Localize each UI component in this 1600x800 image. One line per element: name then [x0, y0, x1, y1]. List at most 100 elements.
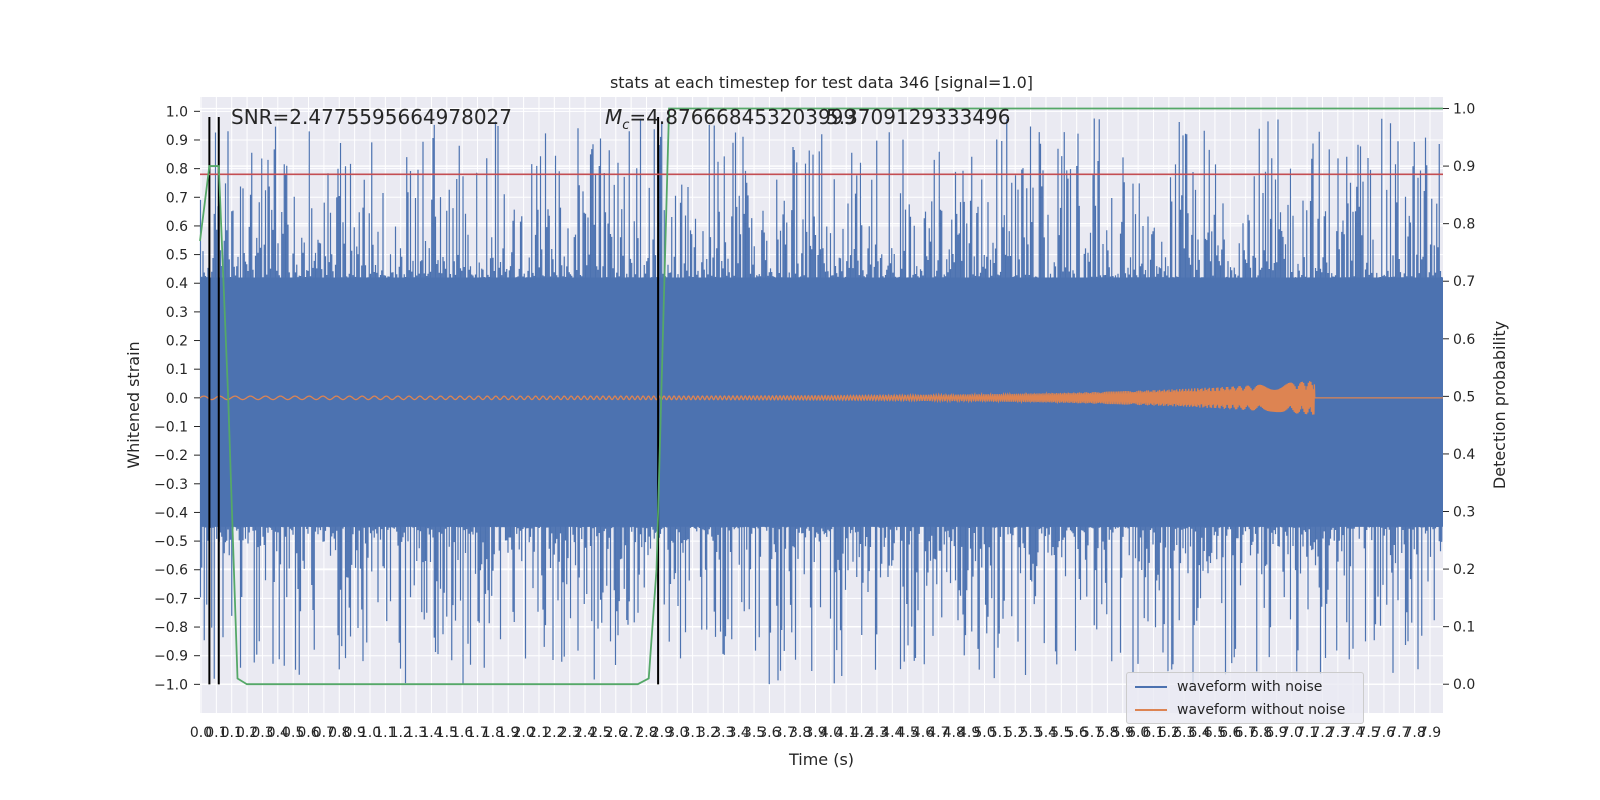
x-tick-label: 5.0 — [973, 725, 995, 741]
x-tick-label: 7.0 — [1281, 725, 1303, 741]
x-tick-label: 1.5 — [436, 725, 458, 741]
x-tick-label: 0.0 — [190, 725, 212, 741]
y-tick-label: −0.7 — [154, 591, 188, 607]
x-tick-label: 2.7 — [620, 725, 642, 741]
x-tick-label: 2.3 — [559, 725, 581, 741]
y-tick-label: 0.0 — [166, 391, 188, 407]
x-tick-label: 3.2 — [697, 725, 719, 741]
y2-tick-label: 1.0 — [1453, 102, 1475, 118]
x-tick-label: 6.3 — [1173, 725, 1195, 741]
x-tick-label: 3.8 — [789, 725, 811, 741]
y-tick-label: 1.0 — [166, 104, 188, 120]
x-tick-label: 5.8 — [1096, 725, 1118, 741]
y-tick-label: 0.5 — [166, 248, 188, 264]
x-tick-label: 2.0 — [512, 725, 534, 741]
x-tick-label: 0.9 — [343, 725, 365, 741]
x-tick-label: 6.5 — [1204, 725, 1226, 741]
x-tick-label: 7.2 — [1311, 725, 1333, 741]
x-tick-label: 7.6 — [1373, 725, 1395, 741]
x-tick-label: 7.4 — [1342, 725, 1364, 741]
y-tick-label: 0.4 — [166, 276, 188, 292]
legend-swatch-noisy — [1135, 686, 1167, 688]
x-tick-label: 5.4 — [1035, 725, 1057, 741]
x-tick-label: 7.5 — [1357, 725, 1379, 741]
x-tick-label: 1.4 — [420, 725, 442, 741]
snr-annotation: SNR=2.4775595664978027 — [231, 105, 512, 129]
y2-tick-label: 0.1 — [1453, 620, 1475, 636]
x-tick-label: 0.7 — [313, 725, 335, 741]
y-tick-label: −0.5 — [154, 534, 188, 550]
clean-trace — [199, 381, 1443, 415]
x-tick-label: 1.6 — [451, 725, 473, 741]
x-tick-label: 6.9 — [1265, 725, 1287, 741]
x-tick-label: 3.7 — [774, 725, 796, 741]
x-tick-label: 0.1 — [205, 725, 227, 741]
y2-tick-label: 0.6 — [1453, 332, 1475, 348]
y-axis-label: Whitened strain — [124, 341, 143, 468]
y2-tick-label: 0.8 — [1453, 217, 1475, 233]
overlap-annotation: 5.3709129333496 — [826, 105, 1011, 129]
x-tick-label: 5.9 — [1112, 725, 1134, 741]
x-tick-label: 5.1 — [989, 725, 1011, 741]
legend-item-clean: waveform without noise — [1135, 700, 1345, 720]
x-tick-label: 0.8 — [328, 725, 350, 741]
y-tick-label: 0.1 — [166, 362, 188, 378]
x-tick-label: 6.2 — [1158, 725, 1180, 741]
legend-item-noisy: waveform with noise — [1135, 677, 1322, 697]
x-tick-label: 1.3 — [405, 725, 427, 741]
x-tick-label: 4.1 — [835, 725, 857, 741]
x-tick-label: 6.1 — [1142, 725, 1164, 741]
x-tick-label: 1.2 — [390, 725, 412, 741]
x-tick-label: 3.9 — [804, 725, 826, 741]
y-tick-label: −0.3 — [154, 477, 188, 493]
x-tick-label: 2.1 — [528, 725, 550, 741]
x-tick-label: 1.7 — [466, 725, 488, 741]
x-tick-label: 6.0 — [1127, 725, 1149, 741]
x-tick-label: 2.5 — [589, 725, 611, 741]
y-tick-label: 0.3 — [166, 305, 188, 321]
y2-tick-label: 0.2 — [1453, 562, 1475, 578]
y2-tick-label: 0.7 — [1453, 274, 1475, 290]
x-tick-label: 0.1 — [221, 725, 243, 741]
x-tick-label: 2.6 — [605, 725, 627, 741]
y2-tick-label: 0.4 — [1453, 447, 1475, 463]
x-tick-label: 3.4 — [728, 725, 750, 741]
x-tick-label: 4.0 — [820, 725, 842, 741]
x-tick-label: 6.4 — [1188, 725, 1210, 741]
x-tick-label: 0.2 — [236, 725, 258, 741]
y-tick-label: −0.8 — [154, 620, 188, 636]
y-tick-label: −1.0 — [154, 677, 188, 693]
x-tick-label: 2.2 — [543, 725, 565, 741]
x-tick-label: 2.9 — [651, 725, 673, 741]
y2-axis-label: Detection probability — [1490, 321, 1509, 489]
x-tick-label: 5.5 — [1050, 725, 1072, 741]
detection-probability-line — [199, 107, 1443, 686]
chart-title: stats at each timestep for test data 346… — [610, 73, 1033, 92]
legend-swatch-clean — [1135, 709, 1167, 711]
x-tick-label: 3.3 — [712, 725, 734, 741]
y-tick-label: −0.9 — [154, 649, 188, 665]
y-tick-label: −0.2 — [154, 448, 188, 464]
x-tick-label: 6.6 — [1219, 725, 1241, 741]
x-tick-label: 7.9 — [1419, 725, 1441, 741]
x-tick-label: 2.4 — [574, 725, 596, 741]
x-tick-label: 4.8 — [943, 725, 965, 741]
mc-value: =4.876668453203999 — [629, 105, 856, 129]
x-tick-label: 4.7 — [927, 725, 949, 741]
y-tick-label: −0.6 — [154, 563, 188, 579]
x-tick-label: 5.7 — [1081, 725, 1103, 741]
x-axis-label: Time (s) — [788, 750, 854, 769]
x-tick-label: 0.4 — [267, 725, 289, 741]
y-tick-label: −0.4 — [154, 505, 188, 521]
mc-subscript: c — [622, 118, 629, 133]
x-tick-label: 1.9 — [497, 725, 519, 741]
x-tick-label: 3.0 — [666, 725, 688, 741]
x-tick-label: 3.5 — [743, 725, 765, 741]
x-tick-label: 4.2 — [850, 725, 872, 741]
x-tick-label: 4.4 — [881, 725, 903, 741]
legend-label-noisy: waveform with noise — [1177, 679, 1323, 695]
x-tick-label: 5.2 — [1004, 725, 1026, 741]
y-tick-label: 0.9 — [166, 133, 188, 149]
x-tick-label: 0.6 — [297, 725, 319, 741]
